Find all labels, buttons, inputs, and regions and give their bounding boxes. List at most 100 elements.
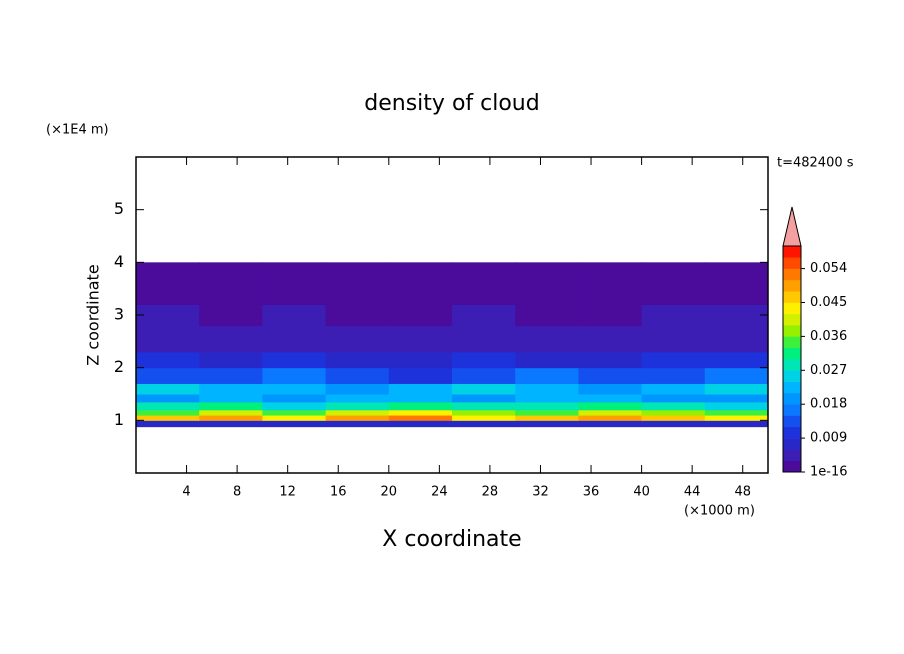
field-cell [262,394,327,403]
field-cell [578,401,643,411]
field-cell [704,409,769,416]
x-tick-label: 16 [330,485,347,500]
colorbar-band [783,291,801,303]
colorbar-tick-label: 0.027 [810,363,847,378]
field-cell [388,420,453,428]
colorbar-extend [782,206,802,247]
colorbar-tick-label: 1e-16 [810,465,848,480]
field-cell [325,325,390,353]
field-cell [641,401,706,411]
time-label: t=482400 s [777,156,854,171]
field-cell [452,394,516,403]
colorbar-tick-label: 0.036 [810,329,847,344]
y-tick-label: 5 [114,199,124,218]
field-cell [388,262,453,305]
field-cell [136,409,200,416]
field-cell [199,420,263,428]
field-cell [325,383,390,395]
colorbar-band [783,381,801,394]
field-cell [388,383,453,395]
x-unit: (×1000 m) [684,504,755,519]
field-cell [515,415,579,421]
field-cell [704,351,769,369]
field-cell [704,420,769,428]
field-cell [578,262,643,305]
colorbar-tick-label: 0.009 [810,431,847,446]
field-cell [452,401,516,411]
field-cell [704,325,769,353]
field-cell [136,420,200,428]
colorbar-band [783,302,801,315]
field-cell [578,304,643,327]
field-cell [641,367,706,384]
colorbar-tick-label: 0.018 [810,397,847,412]
field-cell [199,304,263,327]
field-cell [641,383,706,395]
field-cell [578,415,643,421]
field-cell [136,262,200,305]
field-cell [515,325,579,353]
x-tick-label: 4 [182,485,190,500]
y-axis-label: Z coordinate [84,264,103,365]
field-cell [388,415,453,421]
x-axis-label: X coordinate [382,527,521,552]
field-cell [515,409,579,416]
field-cell [452,325,516,353]
colorbar-band [783,336,801,348]
field-cell [704,304,769,327]
field-cell [641,415,706,421]
field-cell [262,401,327,411]
field-cell [704,394,769,403]
colorbar-band [783,313,801,326]
field-cell [262,367,327,384]
x-tick-label: 24 [431,485,448,500]
field-cell [199,367,263,384]
field-cell [515,420,579,428]
field-cell [262,420,327,428]
colorbar-band [783,246,801,258]
field-cell [388,325,453,353]
field-cell [578,351,643,369]
y-tick-label: 3 [114,305,124,324]
field-cell [388,401,453,411]
field-cell [641,304,706,327]
field-cell [325,415,390,421]
field-cell [452,351,516,369]
x-tick-label: 48 [734,485,751,500]
colorbar-frame [782,245,802,473]
field-cell [388,367,453,384]
x-tick-label: 8 [233,485,241,500]
field-cell [388,304,453,327]
field-cell [325,351,390,369]
field-cell [136,325,200,353]
field-cell [452,383,516,395]
field-cell [199,394,263,403]
field-cell [136,415,200,421]
field-cell [704,367,769,384]
field-cell [452,409,516,416]
field-cell [136,304,200,327]
x-tick-label: 32 [532,485,549,500]
y-unit: (×1E4 m) [46,123,109,138]
field-cell [199,351,263,369]
colorbar-band [783,460,801,473]
field-cell [515,304,579,327]
field-cell [704,383,769,395]
field-cell [388,351,453,369]
field-cell [578,394,643,403]
y-tick-label: 2 [114,357,124,376]
colorbar-band [783,268,801,281]
field-cell [578,420,643,428]
field-cell [325,262,390,305]
field-cell [515,262,579,305]
field-cell [704,401,769,411]
field-cell [641,351,706,369]
field-cell [262,415,327,421]
colorbar-band [783,426,801,439]
field-cell [641,325,706,353]
colorbar-band [783,359,801,371]
field-cell [452,367,516,384]
field-cell [515,351,579,369]
field-cell [578,383,643,395]
field-cell [199,415,263,421]
